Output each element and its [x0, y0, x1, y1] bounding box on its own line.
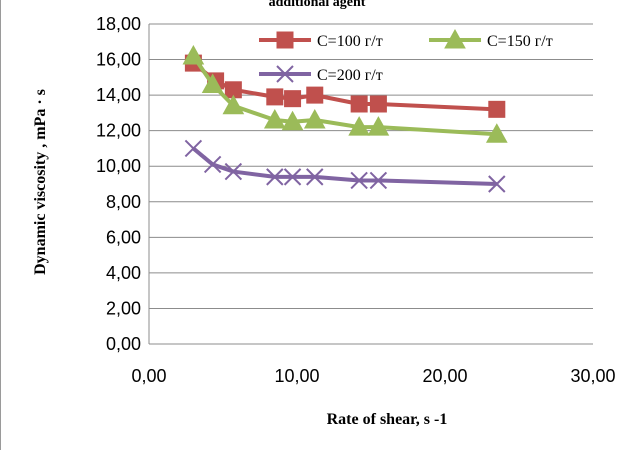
- x-axis-title: Rate of shear, s -1: [327, 411, 448, 428]
- x-tick-label: 30,00: [570, 366, 615, 386]
- y-tick-label: 10,00: [96, 156, 141, 176]
- data-point-x: [369, 171, 388, 190]
- data-point-triangle: [444, 28, 466, 49]
- y-tick-label: 16,00: [96, 50, 141, 70]
- data-point-triangle: [222, 94, 245, 115]
- data-point-x: [203, 155, 222, 174]
- y-tick-label: 8,00: [106, 192, 141, 212]
- x-tick-label: 20,00: [422, 366, 467, 386]
- data-point-x: [350, 171, 368, 190]
- y-axis-title: Dynamic viscosity , mPa · s: [32, 89, 49, 275]
- data-point-triangle: [263, 108, 286, 129]
- data-point-square: [306, 86, 324, 104]
- data-point-triangle: [201, 73, 224, 93]
- data-point-square: [276, 31, 294, 49]
- series-layer: [182, 44, 508, 193]
- y-tick-label: 0,00: [106, 334, 141, 354]
- data-point-x: [184, 139, 203, 158]
- data-point-square: [284, 90, 302, 108]
- y-tick-label: 4,00: [106, 263, 141, 283]
- data-point-triangle: [367, 116, 390, 136]
- series-3: [184, 139, 506, 193]
- data-point-square: [369, 95, 387, 113]
- legend-item-2: C=150 г/т: [429, 28, 553, 50]
- data-point-square: [266, 88, 284, 106]
- axis-layer: 0,00 2,00 4,00 6,00 8,00 10,00 12,00 14,00 16,00…: [96, 14, 616, 386]
- data-point-triangle: [281, 110, 304, 131]
- data-point-triangle: [182, 44, 205, 65]
- legend-label: C=200 г/т: [317, 67, 383, 84]
- series-2: [182, 44, 508, 143]
- legend-label: C=100 г/т: [317, 33, 383, 50]
- legend-item-3: C=200 г/т: [259, 65, 383, 84]
- data-point-x: [224, 162, 243, 181]
- legend-layer: C=100 г/т C=150 г/т C=200 г/т: [259, 28, 553, 84]
- y-tick-label: 6,00: [106, 227, 141, 247]
- y-tick-label: 12,00: [96, 121, 141, 141]
- data-point-x: [266, 168, 284, 186]
- data-point-x: [276, 65, 294, 83]
- data-point-x: [283, 168, 302, 186]
- y-tick-label: 18,00: [96, 14, 141, 34]
- x-tick-label: 10,00: [274, 366, 319, 386]
- data-point-triangle: [348, 116, 371, 136]
- data-point-square: [488, 100, 506, 118]
- y-tick-label: 2,00: [106, 298, 141, 318]
- legend-item-1: C=100 г/т: [259, 31, 383, 50]
- data-point-x: [306, 168, 324, 186]
- data-point-triangle: [303, 108, 326, 129]
- data-point-square: [350, 95, 368, 113]
- legend-label: C=150 г/т: [487, 33, 553, 50]
- chart-title: additional agent: [269, 0, 366, 10]
- x-tick-label: 0,00: [131, 366, 166, 386]
- y-tick-label: 14,00: [96, 85, 141, 105]
- data-point-x: [488, 175, 506, 193]
- data-point-triangle: [485, 123, 508, 143]
